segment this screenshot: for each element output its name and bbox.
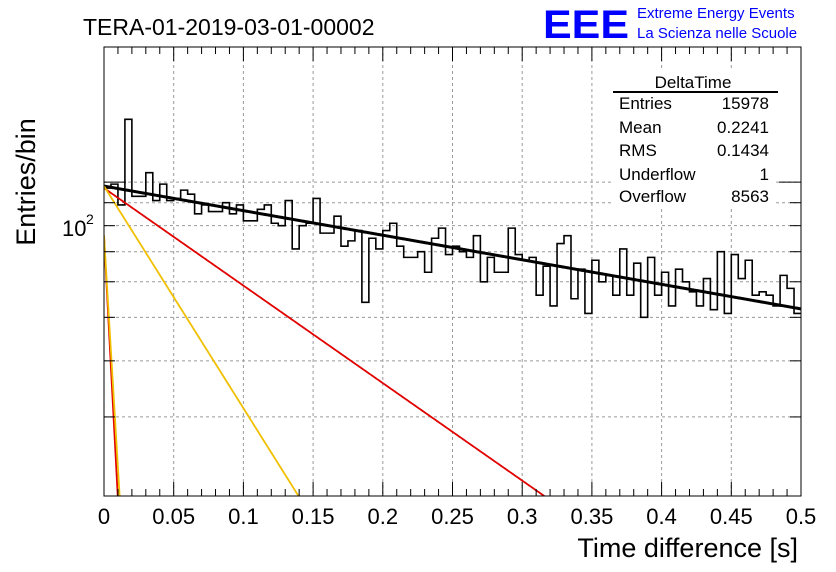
x-axis-label: Time difference [s]: [577, 533, 798, 563]
x-tick-label: 0.05: [152, 504, 195, 529]
x-tick-label: 0.25: [431, 504, 474, 529]
x-tick-label: 0.4: [646, 504, 677, 529]
stats-value-rms: 0.1434: [717, 141, 769, 160]
x-tick-label: 0.45: [710, 504, 753, 529]
stats-value-mean: 0.2241: [717, 118, 769, 137]
run-title: TERA-01-2019-03-01-00002: [83, 14, 375, 40]
y-axis-label: Entries/bin: [11, 118, 41, 246]
x-tick-label: 0: [98, 504, 110, 529]
stats-label-mean: Mean: [619, 118, 662, 137]
fit-curves: [104, 184, 801, 496]
fit-curve: [104, 184, 801, 311]
axis-ticks: [103, 46, 802, 497]
stats-label-overflow: Overflow: [619, 187, 687, 206]
stats-label-rms: RMS: [619, 141, 657, 160]
x-tick-label: 0.5: [786, 504, 817, 529]
x-tick-label: 0.15: [292, 504, 335, 529]
x-tick-label: 0.2: [368, 504, 399, 529]
logo-line1: Extreme Energy Events: [637, 5, 795, 22]
stats-value-entries: 15978: [722, 94, 769, 113]
x-tick-labels: 0 0.05 0.1 0.15 0.2 0.25 0.3 0.35 0.4 0.45 0.5: [98, 504, 816, 529]
x-tick-label: 0.35: [570, 504, 613, 529]
y-tick-label-base: 10: [62, 216, 86, 241]
stats-value-overflow: 8563: [731, 187, 769, 206]
x-tick-label: 0.3: [507, 504, 538, 529]
logo-mark: EEE: [543, 3, 629, 47]
grid: [104, 47, 801, 496]
stats-title: DeltaTime: [655, 73, 732, 92]
eee-logo: EEE Extreme Energy Events La Scienza nel…: [543, 3, 797, 47]
fit-curve: [104, 187, 546, 496]
fit-curve: [104, 185, 300, 496]
x-tick-label: 0.1: [228, 504, 259, 529]
stats-value-underflow: 1: [760, 165, 769, 184]
stats-box: DeltaTime Entries 15978 Mean 0.2241 RMS …: [613, 70, 778, 208]
stats-label-entries: Entries: [619, 94, 672, 113]
y-tick-label: 10 2: [62, 211, 94, 241]
stats-label-underflow: Underflow: [619, 165, 696, 184]
logo-line2: La Scienza nelle Scuole: [637, 25, 797, 42]
fit-curve: [104, 235, 121, 496]
y-tick-label-exp: 2: [86, 211, 94, 227]
